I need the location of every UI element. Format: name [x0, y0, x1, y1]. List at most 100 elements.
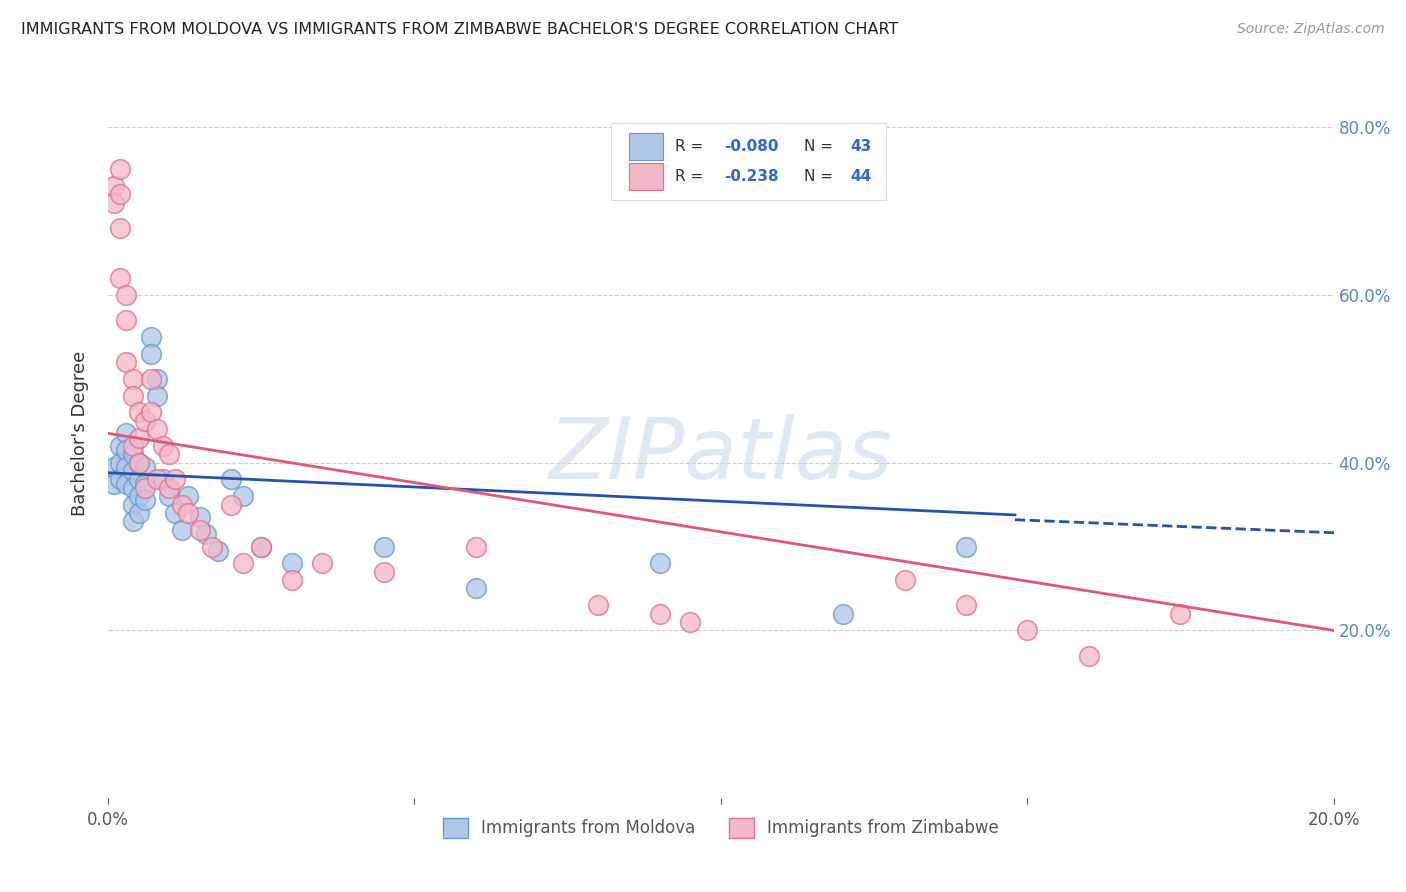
Point [134, 414, 156, 428]
Point [832, 607, 855, 621]
Point [110, 220, 132, 235]
Point [648, 607, 671, 621]
Point [139, 346, 162, 360]
Point [110, 473, 132, 487]
Point [165, 473, 187, 487]
Point [679, 615, 702, 629]
Point [648, 557, 671, 571]
Point [219, 473, 242, 487]
Point [110, 162, 132, 177]
Point [103, 178, 125, 193]
Point [464, 540, 486, 554]
Point [207, 543, 229, 558]
Text: N =: N = [804, 139, 838, 154]
Point [110, 187, 132, 202]
Point [250, 540, 273, 554]
Point [121, 447, 143, 461]
Point [170, 523, 193, 537]
Point [201, 540, 224, 554]
Point [373, 540, 395, 554]
Point [121, 388, 143, 402]
Point [176, 506, 198, 520]
Point [157, 489, 180, 503]
Point [139, 330, 162, 344]
Point [146, 388, 169, 402]
Text: -0.080: -0.080 [724, 139, 779, 154]
Point [121, 481, 143, 495]
Point [146, 372, 169, 386]
Point [134, 476, 156, 491]
Point [1170, 607, 1192, 621]
Text: IMMIGRANTS FROM MOLDOVA VS IMMIGRANTS FROM ZIMBABWE BACHELOR'S DEGREE CORRELATIO: IMMIGRANTS FROM MOLDOVA VS IMMIGRANTS FR… [21, 22, 898, 37]
Point [955, 540, 977, 554]
Point [115, 313, 138, 327]
FancyBboxPatch shape [628, 162, 664, 190]
FancyBboxPatch shape [628, 133, 664, 161]
Point [464, 582, 486, 596]
Point [893, 573, 915, 587]
Point [103, 476, 125, 491]
Point [1017, 624, 1039, 638]
Point [128, 456, 150, 470]
Point [134, 459, 156, 474]
Point [232, 557, 254, 571]
Point [121, 515, 143, 529]
Point [128, 456, 150, 470]
Point [176, 489, 198, 503]
Point [115, 476, 138, 491]
Point [139, 405, 162, 419]
Point [115, 459, 138, 474]
Point [115, 426, 138, 441]
Point [121, 372, 143, 386]
Point [955, 599, 977, 613]
Text: R =: R = [675, 169, 709, 184]
Point [232, 489, 254, 503]
Point [121, 464, 143, 478]
Point [121, 439, 143, 453]
Point [152, 473, 174, 487]
Point [115, 443, 138, 458]
FancyBboxPatch shape [610, 123, 886, 200]
Point [128, 506, 150, 520]
Point [188, 523, 211, 537]
Point [146, 422, 169, 436]
Point [121, 498, 143, 512]
Point [188, 510, 211, 524]
Point [219, 498, 242, 512]
Point [586, 599, 609, 613]
Point [139, 372, 162, 386]
Point [128, 489, 150, 503]
Point [110, 439, 132, 453]
Point [170, 498, 193, 512]
Legend: Immigrants from Moldova, Immigrants from Zimbabwe: Immigrants from Moldova, Immigrants from… [436, 811, 1005, 845]
Point [311, 557, 333, 571]
Point [165, 506, 187, 520]
Point [134, 493, 156, 508]
Point [281, 557, 304, 571]
Point [1077, 648, 1099, 663]
Text: 43: 43 [851, 139, 872, 154]
Text: -0.238: -0.238 [724, 169, 779, 184]
Point [373, 565, 395, 579]
Point [115, 288, 138, 302]
Y-axis label: Bachelor's Degree: Bachelor's Degree [72, 351, 89, 516]
Text: ZIPatlas: ZIPatlas [548, 414, 893, 497]
Point [157, 447, 180, 461]
Point [128, 430, 150, 444]
Point [115, 355, 138, 369]
Point [146, 473, 169, 487]
Point [103, 195, 125, 210]
Point [110, 271, 132, 285]
Point [157, 481, 180, 495]
Text: N =: N = [804, 169, 838, 184]
Point [110, 456, 132, 470]
Point [281, 573, 304, 587]
Point [195, 527, 218, 541]
Point [128, 473, 150, 487]
Point [250, 540, 273, 554]
Point [128, 405, 150, 419]
Text: Source: ZipAtlas.com: Source: ZipAtlas.com [1237, 22, 1385, 37]
Point [152, 439, 174, 453]
Point [134, 481, 156, 495]
Point [103, 459, 125, 474]
